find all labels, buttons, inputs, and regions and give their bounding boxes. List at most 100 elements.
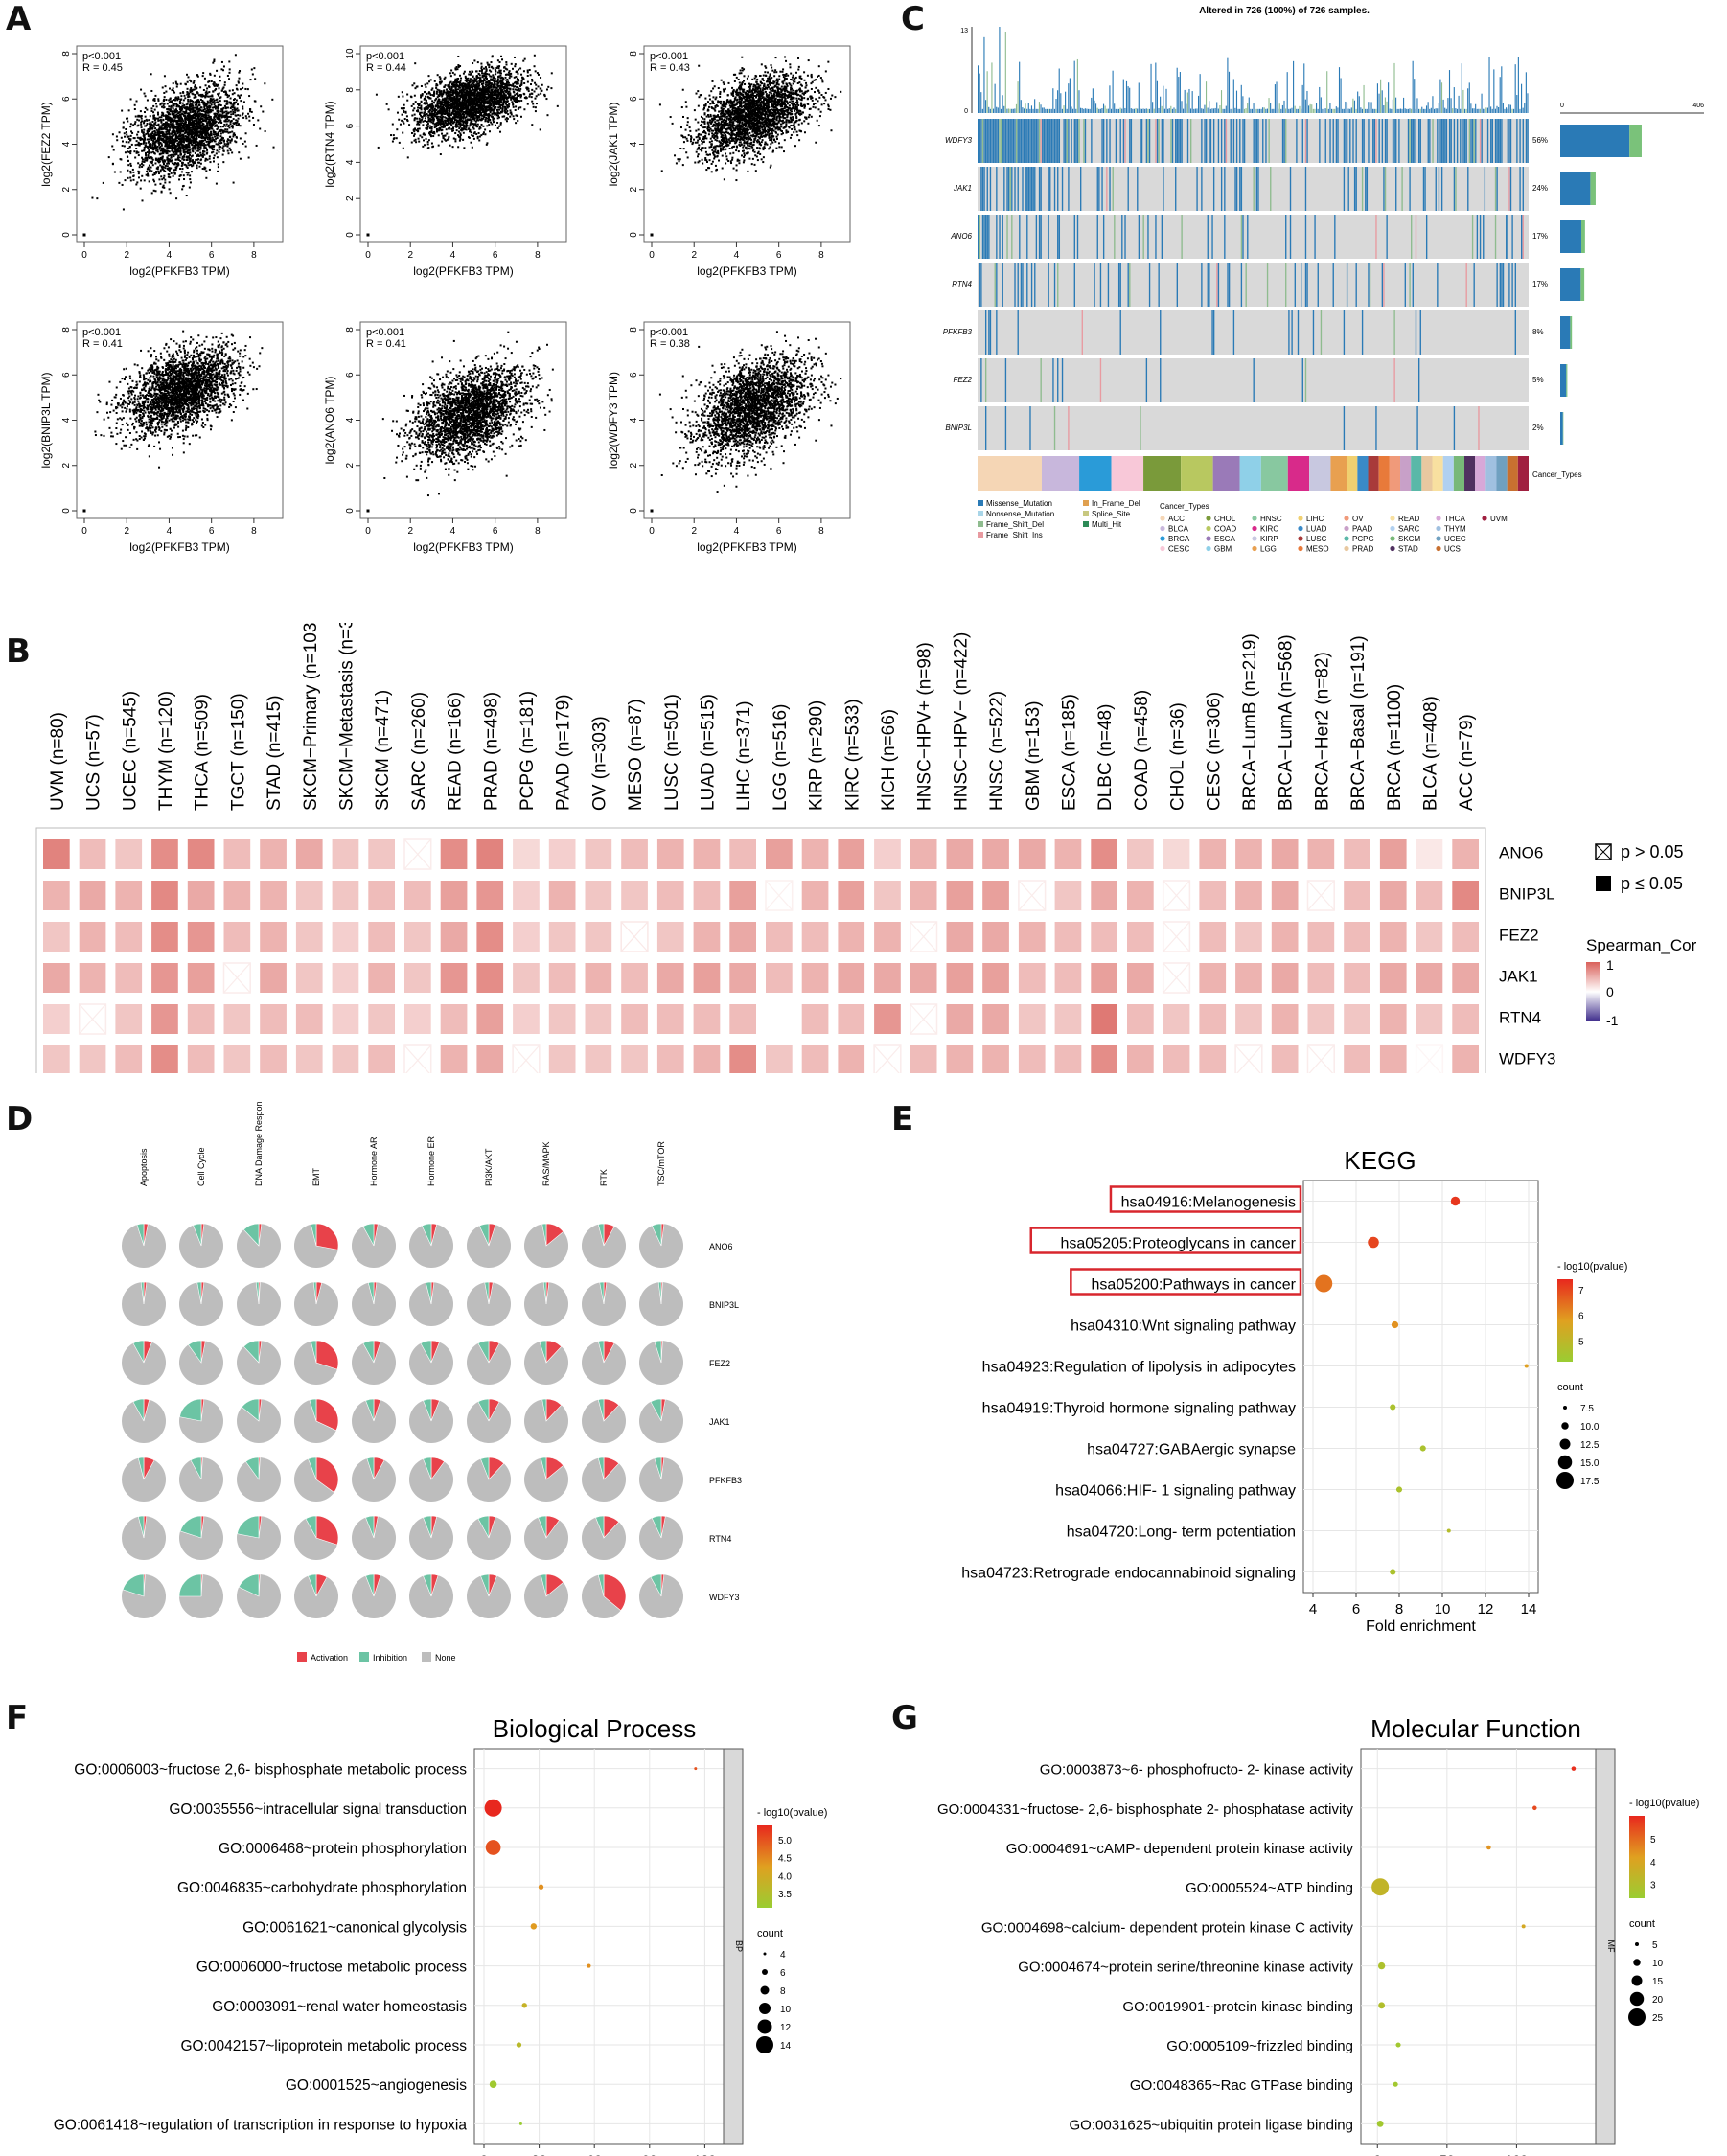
scatter-point — [190, 129, 193, 132]
scatter-point — [172, 124, 174, 126]
scatter-point — [140, 121, 143, 124]
scatter-point — [152, 117, 155, 120]
scatter-point — [211, 136, 214, 139]
scatter-point — [173, 120, 176, 123]
scatter-point — [465, 126, 468, 128]
scatter-point — [175, 82, 178, 85]
scatter-point — [439, 123, 442, 126]
scatter-point — [165, 137, 168, 140]
scatter-point — [196, 74, 199, 77]
scatter-point — [148, 152, 150, 155]
scatter-point — [197, 115, 200, 118]
scatter-point — [141, 160, 144, 163]
scatter-point — [160, 175, 163, 178]
scatter-point — [150, 137, 152, 140]
scatter-point — [202, 88, 205, 91]
scatter-point — [464, 91, 467, 94]
scatter-point — [437, 112, 440, 115]
scatter-point — [211, 125, 214, 127]
scatter-point — [138, 119, 141, 122]
scatter-point — [121, 183, 124, 186]
scatter-point — [116, 139, 119, 142]
scatter-point — [137, 124, 140, 126]
scatter-point — [172, 128, 174, 131]
scatter-point — [461, 103, 464, 106]
scatter-point — [519, 93, 522, 96]
scatter-point — [143, 179, 146, 182]
scatter-point — [222, 115, 225, 118]
scatter-point — [501, 105, 504, 108]
scatter-point — [221, 110, 224, 113]
scatter-point — [143, 137, 146, 140]
scatter-point — [415, 109, 418, 112]
scatter-point — [430, 126, 433, 128]
scatter-point — [472, 101, 475, 103]
scatter-point — [187, 142, 190, 145]
scatter-point — [431, 110, 434, 113]
scatter-point — [216, 98, 219, 101]
scatter-point — [148, 157, 150, 160]
scatter-point — [228, 101, 231, 103]
scatter-point — [194, 128, 196, 131]
scatter-point — [140, 162, 143, 165]
scatter-point — [433, 130, 436, 133]
scatter-point — [244, 145, 247, 148]
scatter-point — [204, 91, 207, 94]
scatter-point — [157, 119, 160, 122]
scatter-point — [188, 95, 191, 98]
scatter-point — [227, 119, 230, 122]
scatter-point — [469, 87, 472, 90]
scatter-point — [111, 162, 114, 165]
scatter-point — [204, 84, 207, 87]
scatter-point — [242, 107, 244, 110]
scatter-point — [185, 165, 188, 168]
scatter-point — [161, 157, 164, 160]
scatter-point — [229, 141, 232, 144]
scatter-point — [162, 114, 165, 117]
scatter-point — [153, 141, 156, 144]
scatter-point — [135, 150, 138, 153]
scatter-point — [229, 131, 232, 134]
scatter-point — [458, 118, 461, 121]
scatter-point — [217, 83, 219, 86]
scatter-point — [152, 104, 155, 107]
scatter-point — [242, 116, 245, 119]
scatter-point — [176, 131, 179, 134]
scatter-point — [188, 186, 191, 189]
scatter-point — [483, 78, 486, 80]
scatter-point — [196, 134, 199, 137]
scatter-point — [183, 112, 186, 115]
scatter-point — [470, 105, 472, 108]
scatter-point — [493, 106, 495, 109]
scatter-point — [194, 102, 196, 104]
scatter-point — [408, 124, 411, 126]
scatter-point — [487, 116, 490, 119]
scatter-point — [188, 144, 191, 147]
scatter-point — [164, 178, 167, 181]
scatter-point — [200, 115, 203, 118]
scatter-point — [189, 151, 192, 154]
scatter-point — [222, 140, 225, 143]
scatter-point — [514, 65, 517, 68]
scatter-point — [473, 77, 476, 80]
scatter-point — [197, 158, 200, 161]
scatter-point — [185, 148, 188, 150]
scatter-point — [192, 126, 195, 128]
scatter-point — [480, 62, 483, 65]
scatter-point — [494, 102, 496, 104]
scatter-point — [219, 139, 222, 142]
scatter-point — [215, 124, 218, 126]
scatter-point — [234, 133, 237, 136]
scatter-point — [190, 122, 193, 125]
scatter-point — [189, 90, 192, 93]
scatter-point — [171, 135, 173, 138]
scatter-point — [475, 132, 478, 135]
scatter-point — [523, 93, 526, 96]
scatter-point — [206, 136, 209, 139]
scatter-point — [495, 89, 497, 92]
scatter-point — [199, 117, 202, 120]
scatter-point — [212, 98, 215, 101]
scatter-point — [165, 135, 168, 138]
scatter-point — [167, 160, 170, 163]
scatter-point — [146, 122, 149, 125]
